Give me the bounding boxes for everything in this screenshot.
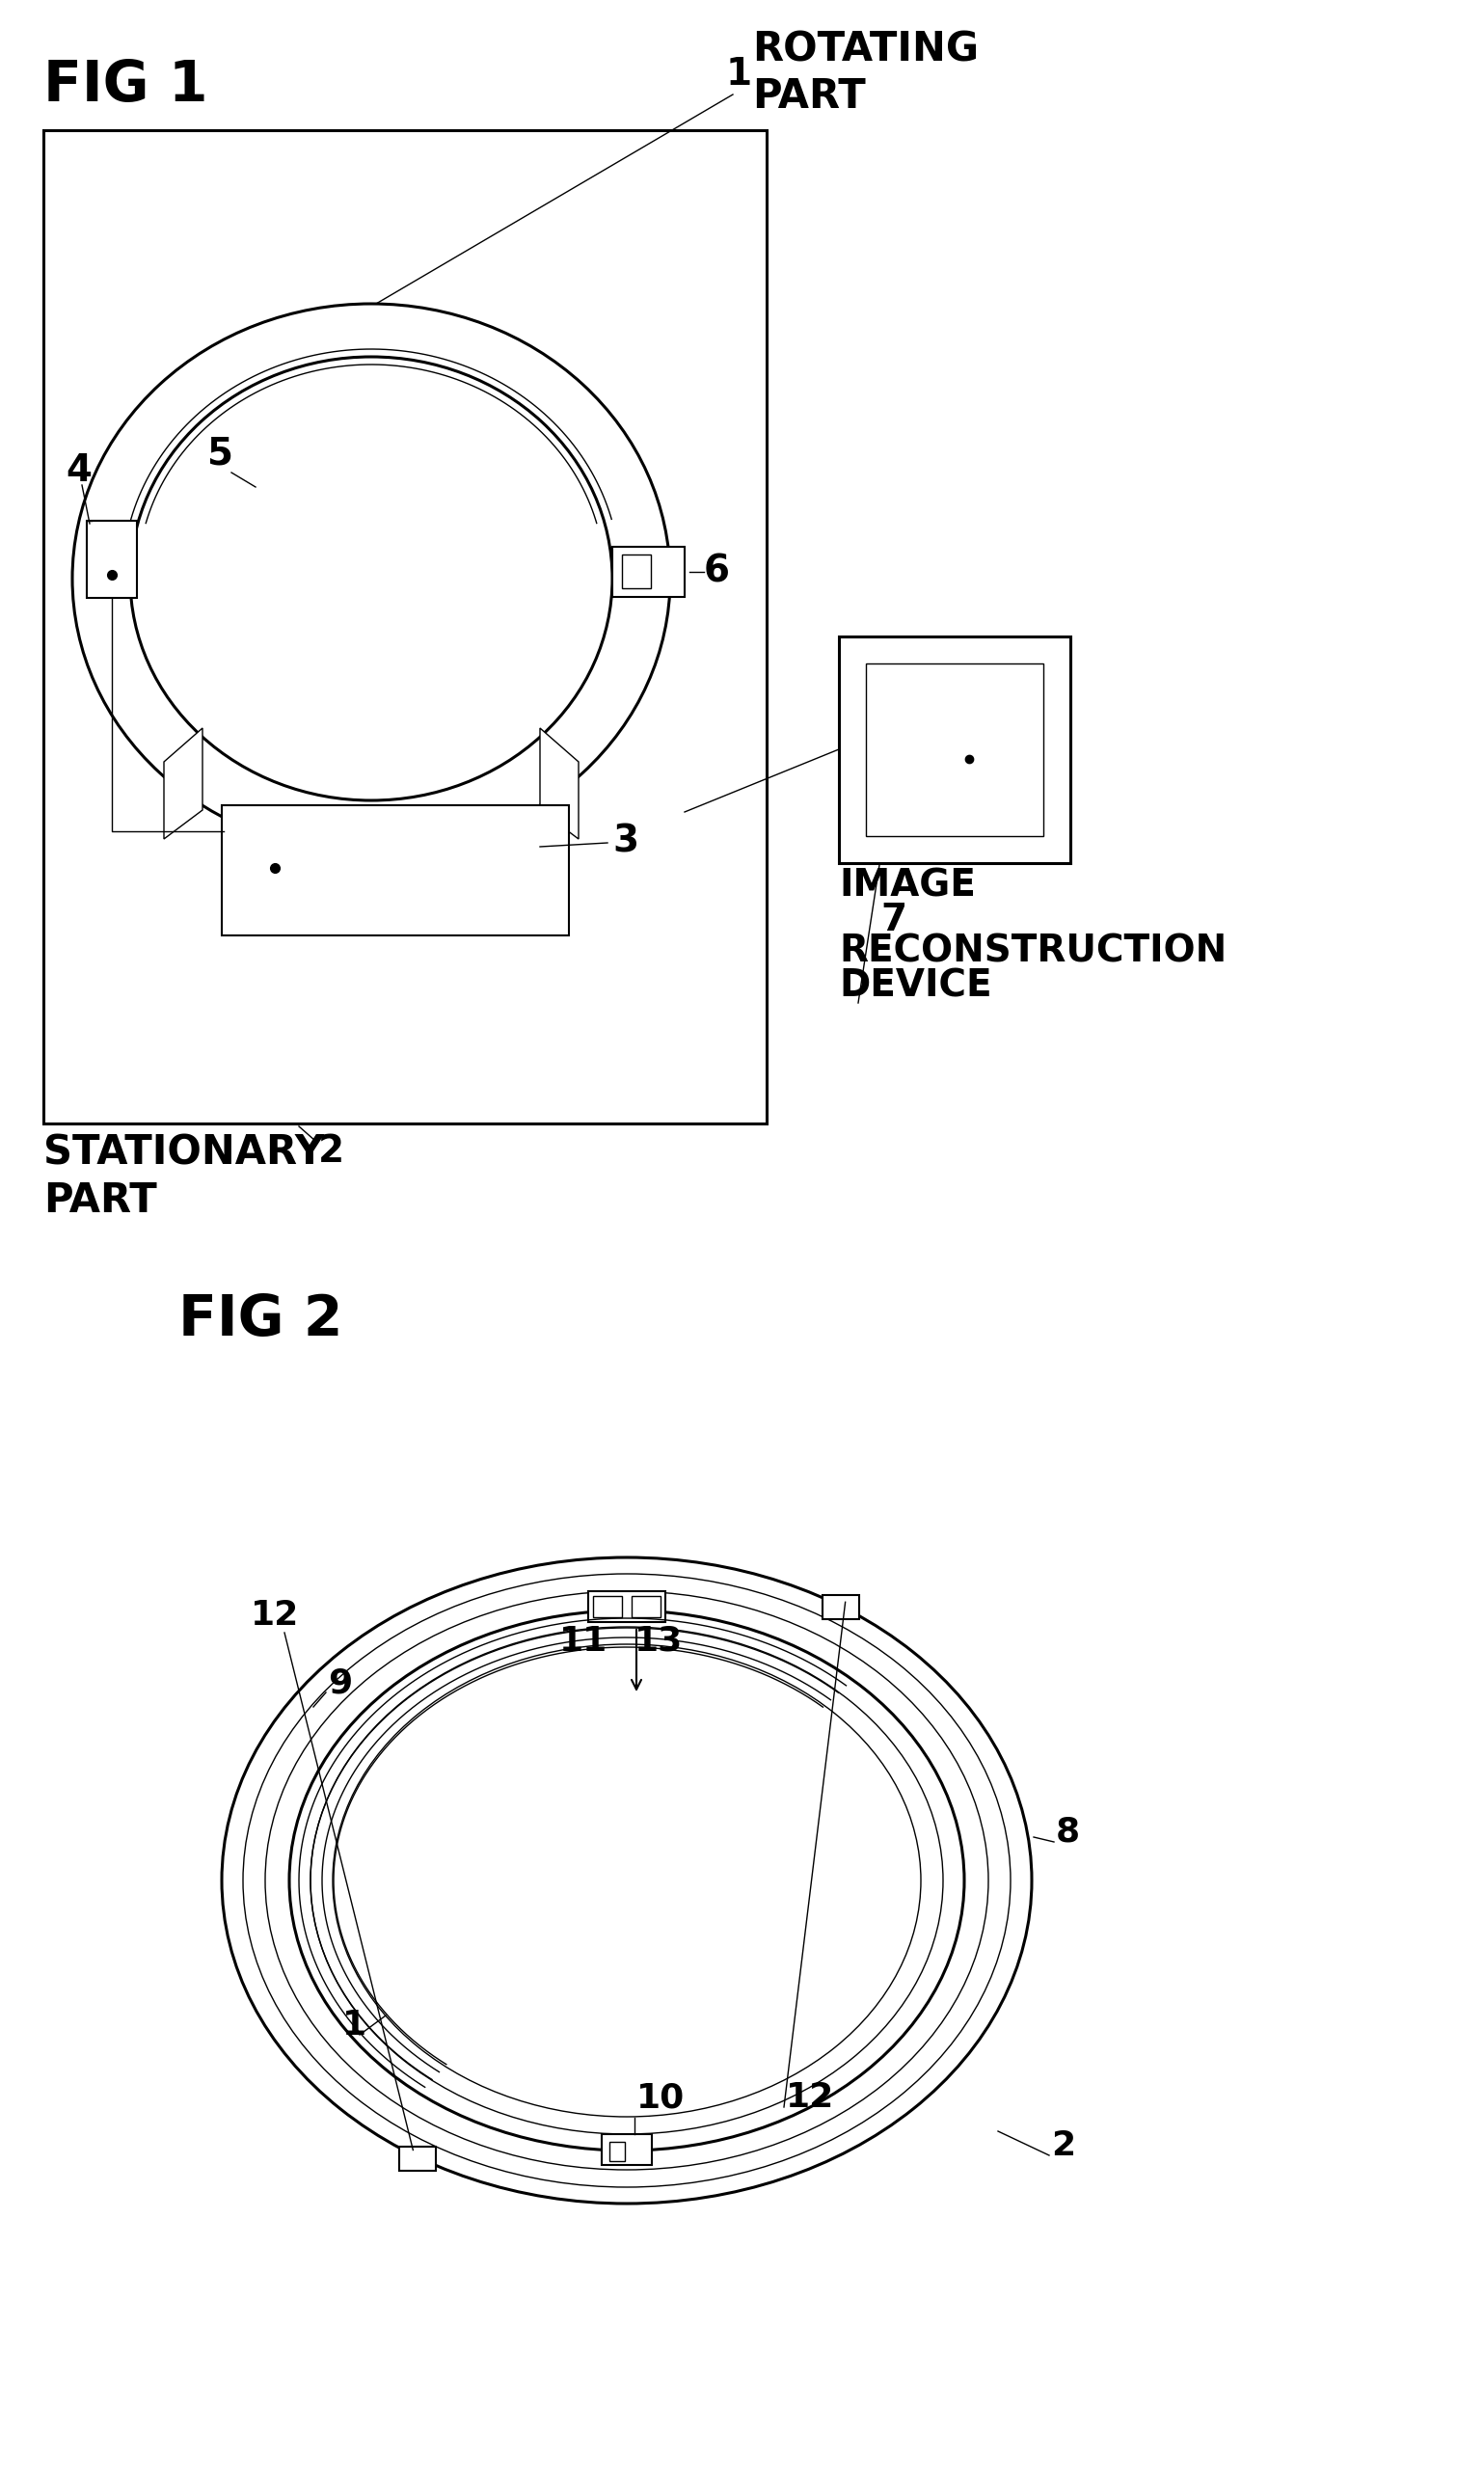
Bar — [613, 548, 684, 597]
Bar — [632, 1595, 660, 1618]
Bar — [399, 2146, 436, 2170]
Text: 6: 6 — [703, 553, 730, 590]
Polygon shape — [163, 729, 202, 839]
Polygon shape — [540, 729, 579, 839]
Text: 11: 11 — [559, 1625, 608, 1658]
Text: 7: 7 — [880, 901, 907, 938]
Text: 4: 4 — [65, 453, 92, 488]
Text: 5: 5 — [208, 436, 233, 470]
Text: 10: 10 — [637, 2081, 686, 2116]
Bar — [221, 806, 568, 936]
Text: 1: 1 — [343, 2009, 367, 2041]
Text: DEVICE: DEVICE — [838, 968, 991, 1003]
Text: 9: 9 — [328, 1668, 352, 1700]
Text: RECONSTRUCTION: RECONSTRUCTION — [838, 933, 1227, 971]
Text: 2: 2 — [1051, 2128, 1076, 2163]
Bar — [43, 129, 767, 1123]
Bar — [822, 1595, 859, 1620]
Text: FIG 1: FIG 1 — [43, 57, 208, 112]
Text: ROTATING
PART: ROTATING PART — [752, 30, 979, 117]
Bar — [86, 520, 137, 597]
Text: FIG 2: FIG 2 — [178, 1292, 343, 1347]
Text: STATIONARY
PART: STATIONARY PART — [43, 1132, 324, 1220]
Bar — [865, 665, 1043, 836]
Bar — [610, 2143, 625, 2160]
Text: 13: 13 — [635, 1625, 683, 1658]
Bar — [588, 1590, 665, 1623]
Bar — [601, 2133, 651, 2165]
Text: 8: 8 — [1057, 1817, 1080, 1849]
Text: 12: 12 — [251, 1598, 300, 1633]
Bar — [594, 1595, 622, 1618]
Bar — [622, 555, 651, 587]
Text: 1: 1 — [726, 55, 752, 92]
Text: 12: 12 — [787, 2081, 834, 2113]
Text: IMAGE: IMAGE — [838, 869, 975, 904]
Text: 3: 3 — [613, 821, 638, 859]
Text: 2: 2 — [318, 1132, 344, 1170]
Bar — [838, 637, 1070, 864]
